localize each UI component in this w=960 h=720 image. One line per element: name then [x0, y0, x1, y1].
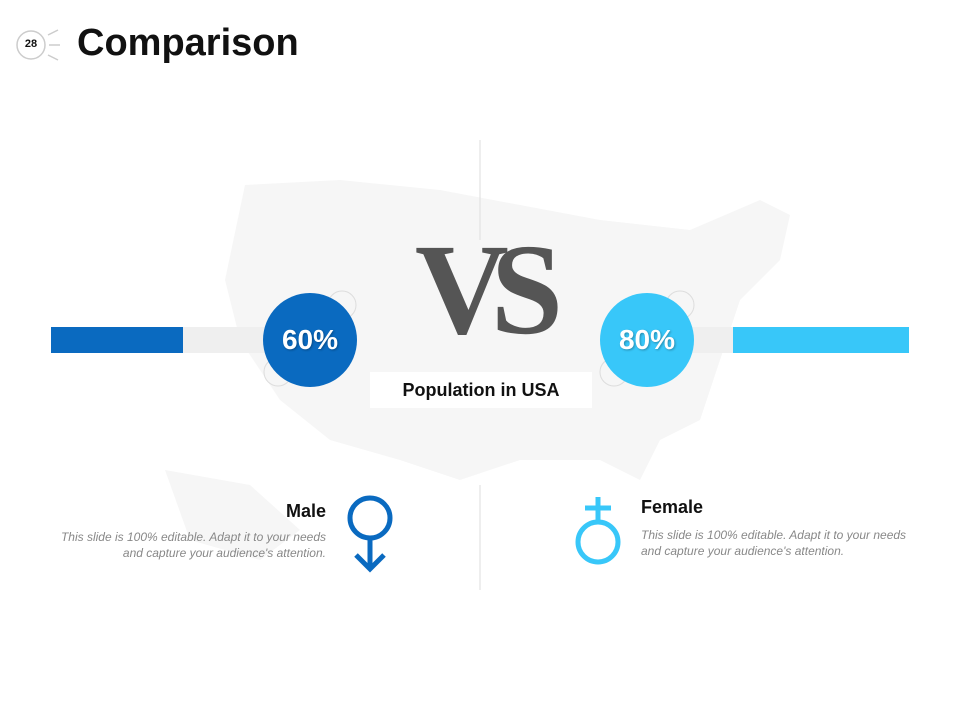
- male-icon: [347, 495, 393, 573]
- vs-graphic: VS: [414, 218, 563, 362]
- item-description: This slide is 100% editable. Adapt it to…: [60, 530, 326, 560]
- female-icon: [575, 497, 621, 565]
- page-icon: [16, 29, 60, 61]
- map-silhouette: [225, 180, 790, 480]
- map-alaska: [165, 470, 300, 560]
- percent-badge: 60%: [263, 293, 357, 387]
- title: Comparison: [77, 22, 299, 64]
- page-number: 28: [24, 38, 38, 50]
- item-description: This slide is 100% editable. Adapt it to…: [641, 528, 907, 558]
- bar: [51, 327, 183, 353]
- bar: [733, 327, 909, 353]
- item-label: Female: [641, 497, 704, 517]
- item-label: Male: [285, 501, 326, 521]
- subtitle: Population in USA: [370, 372, 592, 408]
- percent-badge: 80%: [600, 293, 694, 387]
